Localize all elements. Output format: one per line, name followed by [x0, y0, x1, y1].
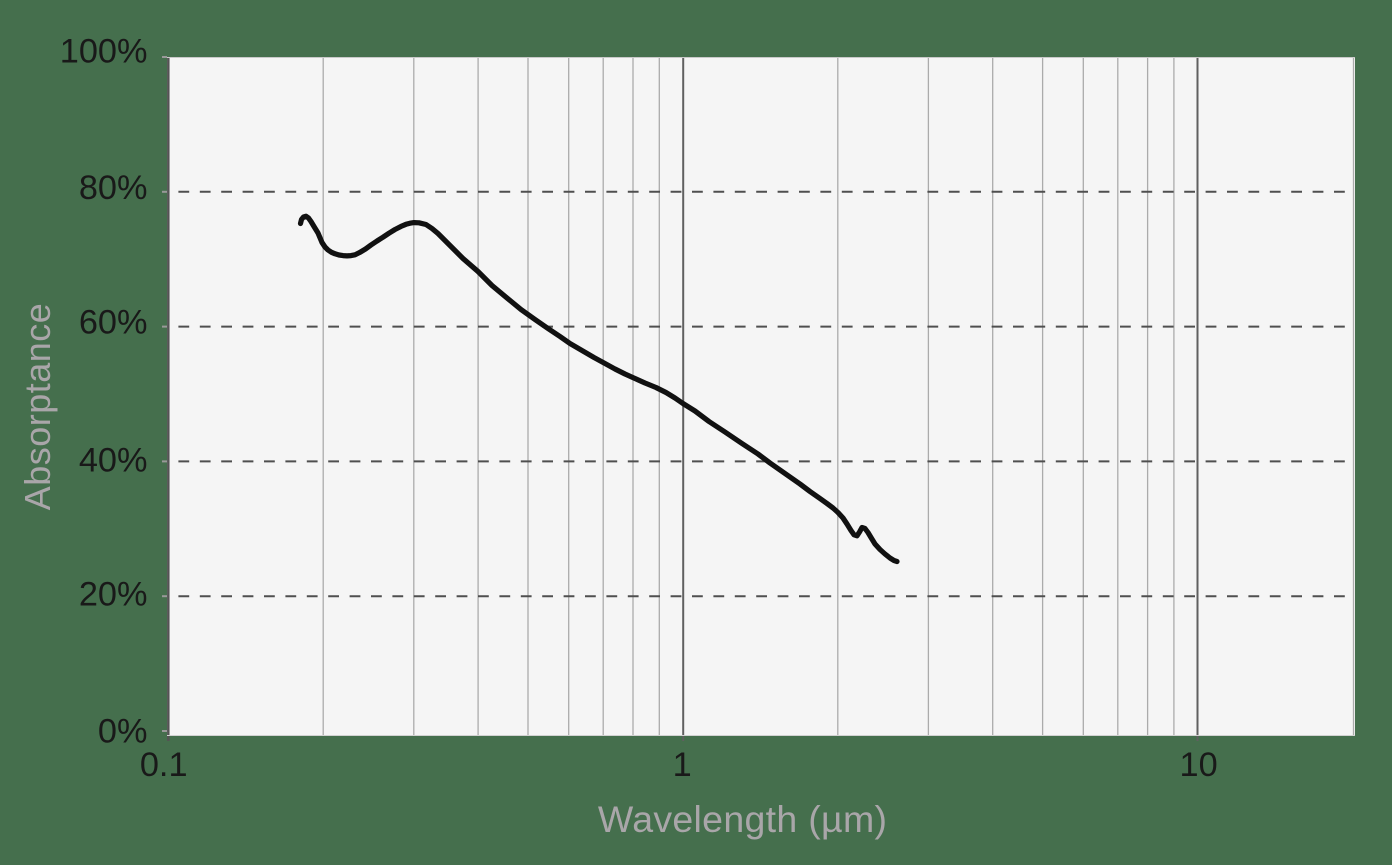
svg-text:40%: 40%	[79, 442, 148, 480]
svg-text:20%: 20%	[79, 576, 148, 614]
svg-text:100%: 100%	[60, 33, 148, 71]
svg-text:Wavelength (µm): Wavelength (µm)	[598, 798, 887, 840]
svg-text:60%: 60%	[79, 304, 148, 342]
svg-text:0%: 0%	[98, 712, 148, 750]
svg-text:10: 10	[1180, 746, 1218, 784]
svg-text:Absorptance: Absorptance	[17, 303, 58, 511]
svg-text:0.1: 0.1	[140, 746, 188, 784]
svg-text:80%: 80%	[79, 169, 148, 207]
svg-text:1: 1	[673, 746, 692, 784]
